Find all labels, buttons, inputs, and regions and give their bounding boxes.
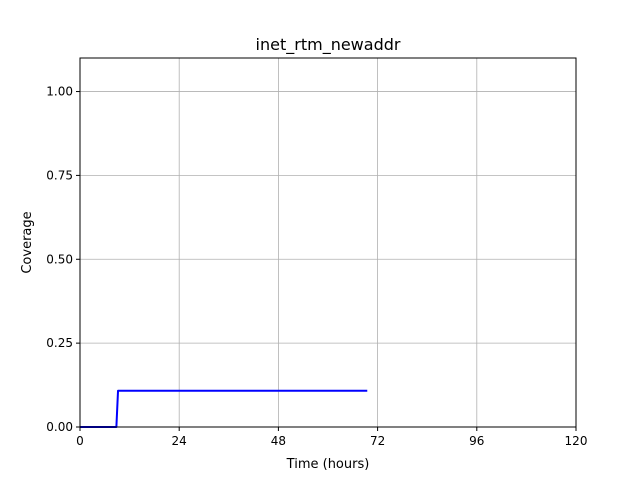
x-tick-label: 48 — [271, 434, 286, 448]
x-axis-label: Time (hours) — [286, 457, 370, 472]
plot-frame — [79, 57, 577, 428]
x-tick-label: 0 — [76, 434, 84, 448]
chart-title: inet_rtm_newaddr — [256, 35, 401, 55]
x-tick-label: 24 — [172, 434, 187, 448]
y-tick-label: 0.50 — [46, 252, 73, 266]
x-tick-label: 72 — [370, 434, 385, 448]
y-tick-label: 0.75 — [46, 168, 73, 182]
y-tick-label: 1.00 — [46, 85, 73, 99]
grid — [79, 58, 577, 428]
y-tick-label: 0.00 — [46, 420, 73, 434]
x-tick-label: 120 — [565, 434, 588, 448]
coverage-series-line — [80, 389, 368, 428]
series-layer — [80, 389, 368, 428]
ticks: 0 24 48 72 96 120 0.00 0.25 0.50 0.75 1.00 — [46, 85, 587, 448]
y-axis-label: Coverage — [20, 211, 35, 273]
y-tick-label: 0.25 — [46, 336, 73, 350]
x-tick-label: 96 — [469, 434, 484, 448]
